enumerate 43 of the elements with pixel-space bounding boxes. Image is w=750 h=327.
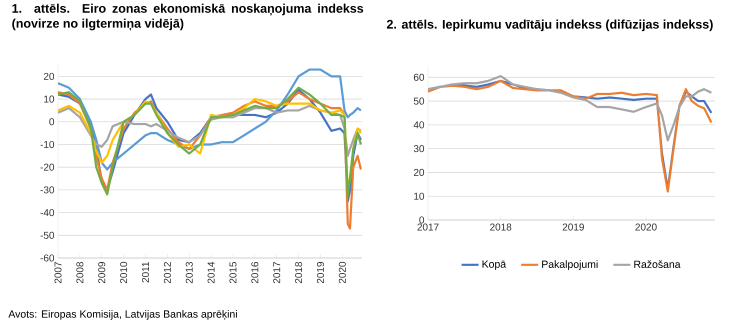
y-tick-label: 20 (414, 168, 424, 176)
x-tick-label: 2020 (635, 224, 657, 231)
x-tick-label: 2018 (295, 262, 302, 284)
x-tick-label: 2019 (562, 224, 584, 231)
x-tick-label: 2013 (186, 262, 193, 284)
legend-label: Ražošana (634, 260, 681, 268)
x-tick-label: 2014 (208, 262, 215, 284)
y-tick-label: 0 (419, 216, 424, 224)
y-tick-label: 20 (44, 72, 54, 80)
y-tick-label: 30 (414, 145, 424, 152)
x-tick-label: 2012 (164, 262, 171, 284)
x-tick-label: 2019 (316, 262, 324, 284)
legend-label: Kopā (482, 260, 506, 270)
x-tick-label: 2016 (251, 262, 258, 284)
x-tick-label: 2007 (54, 262, 62, 284)
line-series (58, 104, 362, 157)
y-tick-label: 10 (414, 192, 424, 200)
text: Avots: Eiropas Komisija, Latvijas Bankas aprēķini (8, 310, 237, 320)
y-tick-label: -10 (40, 140, 54, 148)
y-tick-label: -60 (40, 254, 54, 262)
x-tick-label: 2011 (142, 262, 150, 282)
x-tick-label: 2008 (76, 262, 84, 284)
x-tick-label: 2010 (120, 262, 128, 284)
y-tick-label: 0 (49, 118, 54, 126)
x-tick-label: 2017 (417, 224, 439, 231)
chart-title: 2. attēls. Iepirkumu vadītāju indekss (difūzijas indekss) (386, 20, 713, 32)
y-tick-label: 10 (44, 96, 54, 103)
y-tick-label: 50 (414, 98, 424, 105)
y-tick-label: -20 (40, 164, 54, 171)
x-tick-label: 2020 (338, 262, 346, 284)
x-tick-label: 2018 (490, 224, 512, 231)
y-tick-label: 60 (414, 74, 424, 81)
y-tick-label: 40 (414, 121, 424, 128)
x-tick-label: 2015 (229, 262, 236, 284)
line-series (428, 75, 712, 142)
y-tick-label: -30 (40, 186, 54, 194)
line-series (58, 91, 362, 230)
x-tick-label: 2009 (98, 262, 106, 284)
y-tick-label: -50 (40, 232, 54, 239)
legend-label: Pakalpojumi (542, 260, 598, 270)
chart-title: 1. attēls. Eiro zonas ekonomiskā noskaņojuma indekss (novirze no ilgtermiņa vidējā) (12, 4, 364, 30)
y-tick-label: -40 (40, 209, 54, 216)
x-tick-label: 2017 (273, 262, 280, 284)
